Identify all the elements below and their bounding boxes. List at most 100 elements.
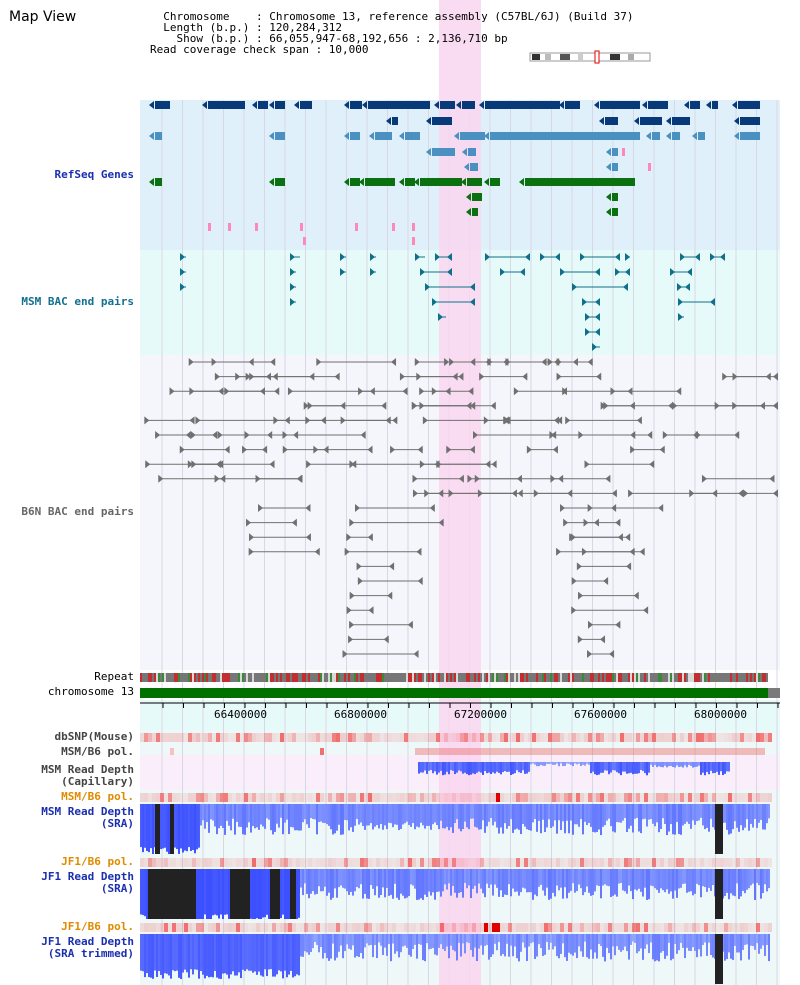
read-depth-bar — [530, 869, 532, 893]
track-label-jf1-read-sra[interactable]: JF1 Read Depth (SRA) — [0, 871, 134, 895]
track-label-jf1-read-trim[interactable]: JF1 Read Depth (SRA trimmed) — [0, 936, 134, 960]
read-depth-bar — [570, 762, 572, 765]
read-depth-bar — [718, 762, 720, 775]
read-depth-bar — [550, 804, 552, 829]
read-depth-bar — [364, 934, 366, 948]
track-label-msm-read-sra[interactable]: MSM Read Depth (SRA) — [0, 806, 134, 830]
read-depth-bar — [506, 804, 508, 829]
bac-end-arrow — [550, 474, 556, 483]
read-depth-bar — [416, 869, 418, 900]
polymorphism-density-cell — [156, 923, 160, 932]
polymorphism-density-cell — [612, 858, 616, 867]
read-depth-bar — [266, 804, 268, 819]
read-depth-bar — [744, 934, 746, 945]
bac-end-arrow — [587, 650, 593, 658]
read-depth-bar — [488, 869, 490, 888]
bac-end-arrow — [585, 313, 590, 321]
read-depth-bar — [694, 869, 696, 894]
read-depth-bar — [386, 869, 388, 888]
read-depth-bar — [308, 869, 310, 899]
read-depth-bar — [262, 804, 264, 827]
read-depth-bar — [638, 762, 640, 774]
polymorphism-density-cell — [672, 793, 676, 802]
polymorphism-density-cell — [232, 793, 236, 802]
repeat-segment — [170, 673, 172, 682]
bac-end-arrow — [368, 606, 374, 615]
repeat-segment — [454, 673, 456, 682]
read-depth-bar — [760, 804, 762, 820]
track-label-msm-b6-pol-1[interactable]: MSM/B6 pol. — [61, 745, 134, 758]
bac-end-arrow — [595, 328, 600, 336]
track-label-msm-bac[interactable]: MSM BAC end pairs — [21, 295, 134, 308]
read-depth-bar — [686, 804, 688, 822]
track-label-msm-read-cap[interactable]: MSM Read Depth (Capillary) — [0, 764, 134, 788]
repeat-segment — [744, 673, 746, 682]
polymorphism-density-cell — [472, 858, 476, 867]
track-label-b6n-bac[interactable]: B6N BAC end pairs — [21, 505, 134, 518]
bac-end-arrow — [555, 253, 560, 261]
repeat-segment — [432, 673, 434, 682]
repeat-segment — [332, 673, 334, 682]
read-depth-bar — [364, 869, 366, 894]
bac-end-arrow — [214, 372, 220, 381]
polymorphism-density-cell — [696, 793, 700, 802]
polymorphism-density-cell — [228, 793, 232, 802]
read-depth-bar — [562, 869, 564, 899]
read-depth-bar — [576, 762, 578, 765]
refseq-gene — [275, 132, 285, 140]
track-label-jf1-b6-pol-1[interactable]: JF1/B6 pol. — [61, 855, 134, 868]
polymorphism-density-cell — [256, 858, 260, 867]
read-depth-bar — [222, 934, 224, 974]
read-depth-bar — [424, 804, 426, 829]
read-depth-bar — [544, 934, 546, 955]
polymorphism-density-cell — [644, 923, 648, 932]
polymorphism-density-cell — [476, 923, 480, 932]
read-depth-saturated — [148, 869, 196, 919]
bac-end-arrow — [412, 401, 418, 410]
polymorphism-density-cell — [460, 923, 464, 932]
read-depth-bar — [746, 804, 748, 820]
read-depth-bar — [690, 934, 692, 951]
bac-end-arrow — [269, 460, 275, 469]
read-depth-bar — [568, 934, 570, 953]
polymorphism-density-cell — [316, 793, 320, 802]
read-depth-bar — [582, 762, 584, 765]
read-depth-bar — [496, 762, 498, 772]
read-depth-bar — [188, 804, 190, 848]
read-depth-bar — [226, 869, 228, 915]
polymorphism-density-cell — [568, 923, 572, 932]
polymorphism-density-cell — [204, 858, 208, 867]
polymorphism-density-cell — [652, 858, 656, 867]
read-depth-bar — [334, 869, 336, 889]
polymorphism-density-cell — [348, 793, 352, 802]
track-label-msm-b6-pol-2[interactable]: MSM/B6 pol. — [61, 790, 134, 803]
read-depth-bar — [648, 869, 650, 900]
bac-end-arrow — [556, 372, 562, 381]
repeat-segment — [548, 673, 550, 682]
polymorphism-density-cell — [564, 733, 568, 742]
repeat-segment — [220, 673, 222, 682]
polymorphism-density-cell — [432, 733, 436, 742]
polymorphism-density-cell — [728, 923, 732, 932]
read-depth-bar — [684, 762, 686, 766]
repeat-segment — [382, 673, 384, 682]
polymorphism-density-cell — [204, 733, 208, 742]
repeat-segment — [388, 673, 390, 682]
read-depth-bar — [632, 869, 634, 900]
read-depth-bar — [654, 762, 656, 766]
bac-end-arrow — [769, 474, 775, 483]
track-label-refseq[interactable]: RefSeq Genes — [54, 168, 134, 181]
read-depth-bar — [358, 869, 360, 889]
repeat-segment — [344, 673, 346, 682]
polymorphism-density-cell — [184, 923, 188, 932]
read-depth-bar — [150, 804, 152, 849]
read-depth-bar — [572, 804, 574, 835]
read-depth-bar — [672, 762, 674, 768]
track-label-jf1-b6-pol-2[interactable]: JF1/B6 pol. — [61, 920, 134, 933]
read-depth-bar — [526, 762, 528, 774]
read-depth-bar — [476, 934, 478, 962]
read-depth-bar — [608, 762, 610, 775]
track-label-dbsnp[interactable]: dbSNP(Mouse) — [54, 730, 134, 743]
refseq-gene — [612, 163, 618, 171]
